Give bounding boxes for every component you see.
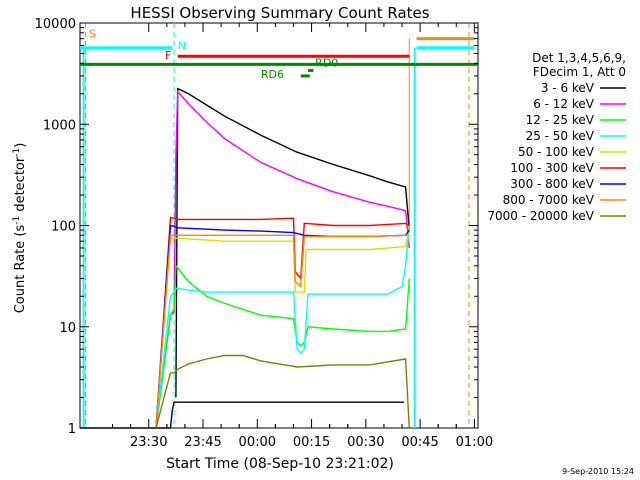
flag-label-s: S: [89, 27, 96, 40]
series-line-0-decay: [175, 87, 410, 398]
legend-label-4: 50 - 100 keV: [518, 145, 595, 159]
x-axis-label: Start Time (08-Sep-10 23:21:02): [166, 456, 394, 472]
legend-label-1: 6 - 12 keV: [533, 97, 595, 111]
chart-title: HESSI Observing Summary Count Rates: [130, 4, 429, 22]
flag-label-n: N: [178, 39, 186, 52]
plot-area: [79, 22, 479, 429]
plot-border: [79, 22, 479, 429]
x-tick-label: 00:45: [401, 435, 438, 450]
legend-label-5: 100 - 300 keV: [510, 161, 594, 175]
x-tick-label: 00:15: [293, 435, 330, 450]
x-axis: 23:30 23:45 00:00 00:15 00:30 00:45 01:00: [112, 23, 493, 450]
y-tick-label: 10: [59, 321, 76, 336]
series-line-7: [155, 234, 410, 429]
y-axis: 1 10 100 1000 10000: [35, 17, 478, 437]
y-tick-label: 10000: [35, 17, 76, 32]
flag-bars: S NF RD0 RD6: [80, 23, 478, 428]
series-line-8: [155, 354, 410, 429]
y-tick-label: 1000: [43, 118, 76, 133]
series-line-4: [155, 225, 410, 429]
x-tick-label: 00:30: [347, 435, 384, 450]
series-line-1: [155, 89, 410, 429]
legend-label-2: 12 - 25 keV: [526, 113, 595, 127]
series-line-0: [80, 401, 404, 429]
legend-label-8: 7000 - 20000 keV: [487, 209, 594, 223]
y-axis-label: Count Rate (s-1 detector-1): [12, 143, 28, 314]
legend: Det 1,3,4,5,6,9, FDecim 1, Att 0 3 - 6 k…: [487, 51, 626, 223]
x-tick-label: 23:30: [130, 435, 167, 450]
legend-label-3: 25 - 50 keV: [526, 129, 595, 143]
x-tick-label: 23:45: [184, 435, 221, 450]
legend-label-0: 3 - 6 keV: [541, 81, 595, 95]
x-tick-label: 00:00: [239, 435, 276, 450]
y-tick-label: 1: [68, 422, 76, 437]
legend-label-7: 800 - 7000 keV: [503, 193, 595, 207]
x-tick-label: 01:00: [456, 435, 493, 450]
y-tick-label: 100: [51, 220, 76, 235]
legend-header-line-1: Det 1,3,4,5,6,9,: [532, 51, 626, 65]
series-line-2: [155, 263, 410, 429]
legend-label-6: 300 - 800 keV: [510, 177, 594, 191]
flag-label-rd0: RD0: [315, 57, 338, 70]
series-layer: [80, 87, 410, 429]
flag-label-f: F: [165, 49, 171, 62]
legend-header-line-2: FDecim 1, Att 0: [533, 65, 626, 79]
flag-label-rd6: RD6: [261, 68, 284, 81]
timestamp: 9-Sep-2010 15:24: [562, 467, 634, 476]
series-line-3: [155, 225, 410, 429]
series-line-6: [155, 224, 410, 429]
